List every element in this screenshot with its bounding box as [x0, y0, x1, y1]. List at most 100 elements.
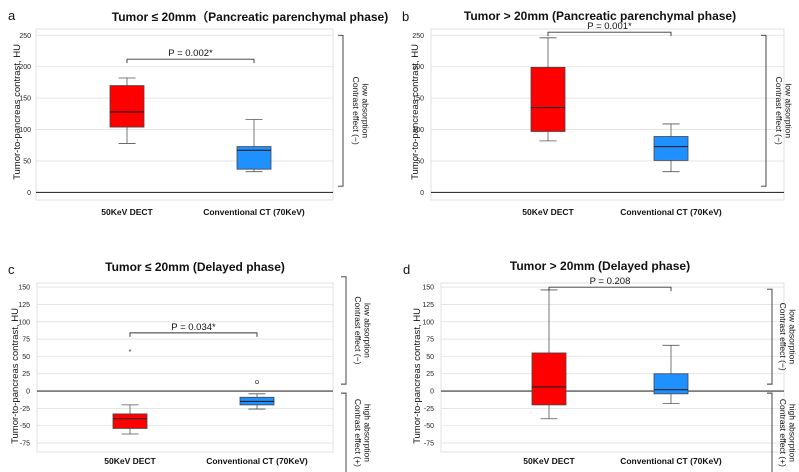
box-iqr — [109, 85, 145, 128]
y-tick-label: 50 — [22, 354, 30, 361]
side-annotation-line: low absorption — [363, 303, 373, 358]
box-iqr — [531, 352, 567, 406]
side-annotation-line: low absorption — [361, 83, 371, 138]
box-conventional — [239, 393, 275, 410]
x-category-label: 50KeV DECT — [522, 207, 574, 217]
side-bracket — [341, 276, 347, 385]
panel-letter: a — [8, 8, 16, 23]
y-tick-label: 150 — [412, 96, 424, 103]
y-tick-label: 75 — [426, 337, 434, 344]
side-annotation: low absorptionContrast effect (−) — [778, 303, 797, 371]
x-category-label: 50KeV DECT — [523, 456, 575, 466]
panel-title: Tumor > 20mm (Pancreatic parenchymal pha… — [464, 9, 736, 23]
side-bracket — [341, 392, 347, 472]
side-annotation: high absorptionContrast effect (+) — [353, 399, 372, 467]
plot-frame — [36, 282, 334, 453]
p-value-label: P = 0.002* — [168, 48, 213, 59]
significance-bracket — [548, 286, 672, 292]
side-annotation-line: Contrast effect (−) — [778, 303, 788, 371]
p-value-label: P = 0.208 — [590, 276, 631, 287]
panel-title: Tumor > 20mm (Delayed phase) — [510, 259, 690, 273]
y-tick-label: -75 — [424, 440, 434, 447]
side-annotation: low absorptionContrast effect (−) — [353, 296, 372, 364]
y-tick-label: 0 — [27, 190, 31, 197]
side-annotation-line: high absorption — [363, 404, 373, 462]
y-tick-label: 0 — [430, 389, 434, 396]
y-axis-label: Tumor-to-pancreas contrast, HU — [12, 44, 23, 180]
y-tick-label: -50 — [424, 423, 434, 430]
panel-letter: c — [8, 262, 15, 277]
y-tick-label: 100 — [18, 319, 30, 326]
side-bracket — [767, 392, 773, 472]
side-annotation-line: high absorption — [788, 404, 798, 462]
significance-bracket — [547, 31, 672, 37]
y-axis-label: Tumor-to-pancreas contrast, HU — [410, 44, 421, 180]
box-dect — [109, 77, 145, 144]
panel-letter: b — [402, 9, 409, 24]
y-tick-label: -25 — [424, 406, 434, 413]
y-tick-label: 0 — [420, 190, 424, 197]
panel-title: Tumor ≤ 20mm (Delayed phase) — [105, 260, 285, 274]
box-iqr — [653, 136, 689, 161]
y-tick-label: 125 — [18, 302, 30, 309]
y-tick-label: 50 — [23, 159, 31, 166]
y-tick-label: 150 — [422, 285, 434, 292]
plot-frame — [440, 282, 785, 453]
plot-frame — [35, 28, 334, 201]
x-category-label: Conventional CT (70KeV) — [203, 207, 305, 217]
side-bracket — [767, 288, 773, 385]
side-annotation: low absorptionContrast effect (−) — [774, 77, 793, 145]
y-tick-label: 150 — [19, 96, 31, 103]
x-category-label: 50KeV DECT — [101, 207, 153, 217]
box-iqr — [112, 413, 148, 429]
side-annotation-line: Contrast effect (−) — [353, 296, 363, 364]
y-tick-label: 25 — [22, 371, 30, 378]
p-value-label: P = 0.034* — [171, 322, 216, 333]
x-category-label: Conventional CT (70KeV) — [206, 456, 308, 466]
x-category-label: Conventional CT (70KeV) — [620, 456, 722, 466]
y-tick-label: 100 — [422, 319, 434, 326]
y-tick-label: 125 — [422, 302, 434, 309]
side-annotation-line: Contrast effect (+) — [778, 399, 788, 467]
y-tick-label: 100 — [19, 127, 31, 134]
y-tick-label: 50 — [426, 354, 434, 361]
y-tick-label: 50 — [416, 159, 424, 166]
outlier-star: * — [129, 349, 132, 356]
panel-d: d Tumor > 20mm (Delayed phase) Tumor-to-pa… — [403, 259, 798, 472]
side-annotation-line: Contrast effect (−) — [774, 77, 784, 145]
y-axis-label: Tumor-to-pancreas contrast, HU — [412, 308, 423, 444]
y-tick-label: -75 — [20, 440, 30, 447]
y-tick-label: 200 — [19, 64, 31, 71]
y-tick-label: -50 — [20, 423, 30, 430]
x-category-label: 50KeV DECT — [104, 456, 156, 466]
panel-a: a Tumor ≤ 20mm（Pancreatic parenchymal pha… — [8, 8, 388, 217]
panel-b: b Tumor > 20mm (Pancreatic parenchymal ph… — [402, 9, 794, 217]
side-annotation-line: low absorption — [788, 309, 798, 364]
side-annotation: low absorptionContrast effect (−) — [351, 77, 370, 145]
panel-letter: d — [403, 262, 410, 277]
box-iqr — [236, 146, 272, 170]
significance-bracket — [126, 58, 255, 64]
box-iqr — [530, 66, 566, 132]
outlier-circle — [255, 380, 259, 384]
plot-frame — [430, 28, 785, 201]
y-tick-label: 25 — [426, 371, 434, 378]
p-value-label: P = 0.001* — [587, 21, 632, 32]
box-dect — [112, 404, 148, 435]
x-category-label: Conventional CT (70KeV) — [620, 207, 722, 217]
y-tick-label: 250 — [19, 33, 31, 40]
side-bracket — [338, 34, 344, 187]
y-axis-label: Tumor-to-pancreas contrast, HU — [10, 308, 21, 444]
significance-bracket — [129, 332, 258, 337]
y-tick-label: 0 — [26, 389, 30, 396]
side-annotation-line: Contrast effect (+) — [353, 399, 363, 467]
box-conventional — [236, 119, 272, 173]
side-annotation-line: low absorption — [784, 83, 794, 138]
box-conventional — [653, 123, 689, 173]
side-bracket — [761, 34, 767, 187]
panel-title: Tumor ≤ 20mm（Pancreatic parenchymal phas… — [112, 9, 388, 24]
side-annotation-line: Contrast effect (−) — [351, 77, 361, 145]
y-tick-label: -25 — [20, 406, 30, 413]
panel-c: c Tumor ≤ 20mm (Delayed phase) Tumor-to-pa… — [8, 260, 373, 472]
